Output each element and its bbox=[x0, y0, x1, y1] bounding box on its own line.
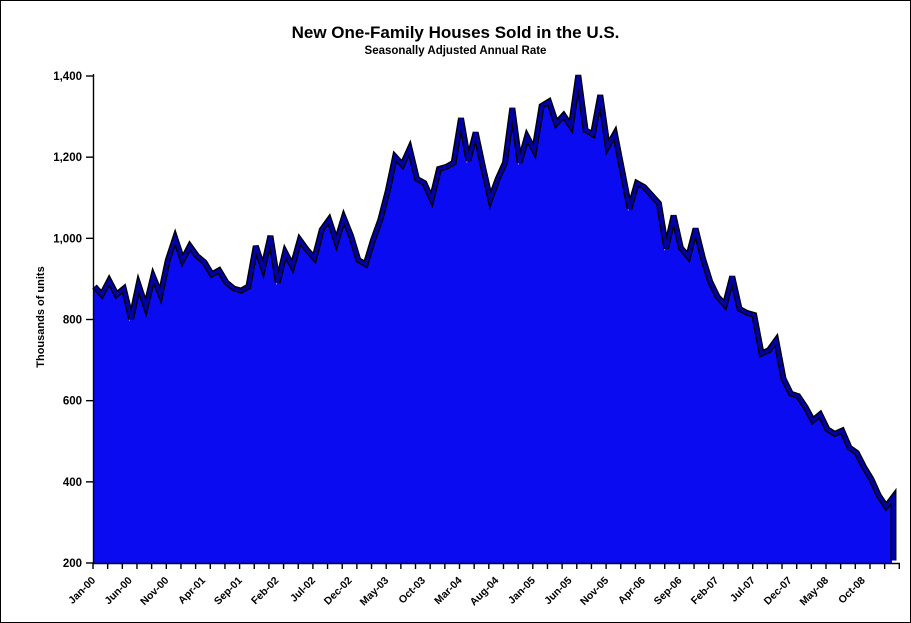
y-tick-label: 200 bbox=[63, 558, 82, 570]
x-tick-label: Sep-01 bbox=[212, 575, 245, 608]
y-tick-label: 1,000 bbox=[53, 233, 82, 245]
y-tick-label: 400 bbox=[63, 477, 82, 489]
x-tick-label: Apr-06 bbox=[616, 575, 648, 607]
x-tick-label: Feb-07 bbox=[689, 575, 722, 608]
x-tick-label: Nov-00 bbox=[138, 575, 171, 608]
x-tick-label: Jul-07 bbox=[728, 575, 758, 605]
x-tick-label: Aug-04 bbox=[468, 575, 502, 609]
x-tick-label: Dec-02 bbox=[322, 575, 355, 608]
y-tick-label: 800 bbox=[63, 315, 82, 327]
x-tick-label: Jan-05 bbox=[506, 575, 538, 607]
chart-subtitle: Seasonally Adjusted Annual Rate bbox=[364, 45, 547, 57]
x-tick-label: Sep-06 bbox=[652, 575, 685, 608]
x-tick-label: Nov-05 bbox=[578, 575, 611, 608]
y-tick-label: 1,400 bbox=[53, 71, 82, 83]
x-tick-label: Jun-05 bbox=[542, 575, 575, 608]
x-tick-label: Apr-01 bbox=[176, 575, 208, 607]
x-tick-label: Mar-04 bbox=[432, 575, 465, 608]
x-tick-label: May-03 bbox=[358, 575, 392, 609]
x-tick-label: Jan-00 bbox=[66, 575, 98, 607]
area-series-fill bbox=[93, 77, 892, 564]
area-series-band bbox=[93, 74, 896, 561]
x-tick-label: Oct-08 bbox=[836, 575, 868, 607]
y-tick-label: 1,200 bbox=[53, 152, 82, 164]
x-tick-label: Dec-07 bbox=[762, 575, 795, 608]
x-tick-label: Oct-03 bbox=[396, 575, 428, 607]
y-tick-label: 600 bbox=[63, 396, 82, 408]
x-tick-label: Jun-00 bbox=[102, 575, 135, 608]
chart-title: New One-Family Houses Sold in the U.S. bbox=[291, 23, 620, 42]
x-tick-label: Feb-02 bbox=[249, 575, 282, 608]
x-tick-label: May-08 bbox=[797, 575, 831, 609]
x-tick-label: Jul-02 bbox=[288, 575, 318, 605]
